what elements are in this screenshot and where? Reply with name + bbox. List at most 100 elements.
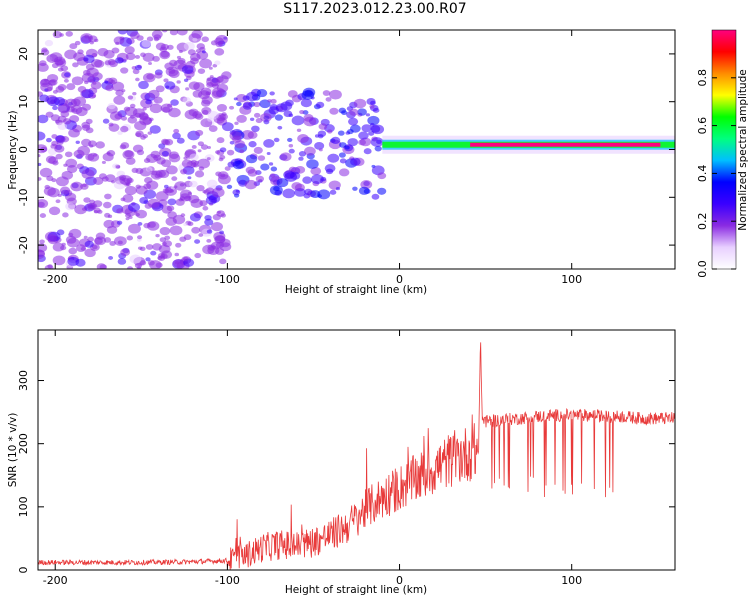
heat-blob	[38, 131, 46, 141]
heat-blob	[72, 62, 79, 68]
heat-blob	[268, 162, 274, 166]
spectrogram-heatmap	[38, 30, 675, 269]
heat-blob	[353, 98, 367, 109]
heat-blob	[304, 188, 313, 196]
heat-blob	[75, 140, 80, 144]
heat-blob	[59, 186, 71, 195]
heat-blob	[194, 239, 201, 244]
signal-peak	[470, 142, 661, 147]
heat-blob	[128, 223, 141, 234]
heat-blob	[210, 78, 221, 87]
heat-blob	[164, 81, 176, 90]
heat-blob	[214, 247, 225, 255]
heat-blob	[218, 157, 224, 162]
heat-blob	[127, 116, 138, 124]
heat-blob	[145, 244, 154, 250]
heat-blob	[357, 108, 367, 116]
y-tick-label: 0	[17, 567, 30, 574]
heat-blob	[156, 157, 166, 165]
heat-blob	[298, 156, 304, 161]
heat-blob	[153, 37, 160, 42]
heat-blob	[311, 174, 324, 185]
heat-blob	[155, 191, 169, 202]
heat-blob	[216, 137, 225, 144]
heat-blob	[194, 252, 202, 259]
heat-blob	[84, 248, 96, 258]
heat-blob	[52, 90, 58, 94]
heat-blob	[93, 210, 99, 214]
colorbar-label: Normalized spectral amplitude	[737, 69, 749, 230]
heat-blob	[270, 166, 278, 172]
heat-blob	[239, 149, 245, 154]
heat-blob	[167, 103, 173, 108]
spectrogram-y-axis-label: Frequency (Hz)	[7, 110, 19, 189]
heat-blob	[66, 237, 80, 248]
heat-blob	[197, 68, 206, 75]
heat-blob	[71, 76, 84, 86]
heat-blob	[253, 146, 263, 154]
heat-blob	[39, 94, 50, 103]
heat-blob	[322, 90, 331, 96]
heat-blob	[236, 114, 247, 123]
heat-blob	[193, 82, 205, 91]
heat-blob	[92, 72, 103, 81]
heat-blob	[185, 60, 196, 69]
heat-blob	[263, 139, 275, 148]
heat-blob	[103, 219, 115, 229]
heat-blob	[142, 134, 148, 139]
colorbar-tick-label: 0.0	[696, 260, 709, 278]
heat-blob	[115, 57, 124, 64]
heat-blob	[59, 33, 64, 37]
heat-blob	[39, 60, 47, 67]
heat-blob	[52, 255, 66, 266]
heat-blob	[103, 201, 112, 209]
heat-blob	[363, 148, 372, 155]
heat-blob	[358, 139, 366, 146]
heat-blob	[276, 178, 289, 188]
heat-blob	[201, 50, 206, 54]
heat-blob	[38, 114, 49, 124]
colorbar: 0.0 0.2 0.4 0.6 0.8 Normalized spectral ampl…	[696, 29, 749, 278]
heat-blob	[161, 150, 169, 157]
heat-blob	[127, 95, 134, 100]
heat-blob	[216, 103, 228, 112]
heat-blob	[114, 236, 127, 246]
snr-frame	[37, 329, 676, 571]
heat-blob	[206, 229, 213, 234]
heat-blob	[245, 154, 258, 164]
heat-blob	[115, 165, 121, 169]
heat-blob	[318, 134, 324, 139]
heat-blob	[215, 150, 220, 155]
heat-blob	[194, 170, 205, 178]
heat-blob	[125, 52, 136, 61]
heat-blob	[282, 188, 296, 199]
heat-blob	[229, 140, 235, 145]
heat-blob	[219, 147, 227, 153]
heat-blob	[191, 226, 201, 234]
heat-blob	[300, 98, 312, 108]
heat-blob	[64, 151, 73, 158]
heat-blob	[247, 131, 258, 139]
heat-blob	[136, 149, 145, 156]
heat-blob	[198, 233, 204, 237]
heat-blob	[105, 84, 114, 92]
heat-blob	[210, 221, 223, 232]
heat-blob	[189, 213, 201, 222]
heat-blob	[174, 252, 180, 257]
heat-blob	[348, 117, 359, 126]
heat-blob	[215, 41, 223, 48]
heat-blob	[152, 243, 162, 251]
heat-blob	[69, 43, 78, 50]
heat-blob	[131, 167, 139, 173]
heat-blob	[94, 59, 105, 68]
heat-blob	[365, 113, 371, 117]
heat-blob	[310, 167, 322, 176]
heat-blob	[172, 132, 181, 140]
heat-blob	[255, 175, 265, 183]
heat-blob	[303, 116, 317, 127]
y-tick-label: 20	[17, 47, 30, 61]
heat-blob	[141, 39, 152, 48]
heat-blob	[60, 65, 69, 72]
heat-blob	[148, 89, 160, 99]
snr-y-ticks: 0 100 200 300	[17, 370, 675, 574]
